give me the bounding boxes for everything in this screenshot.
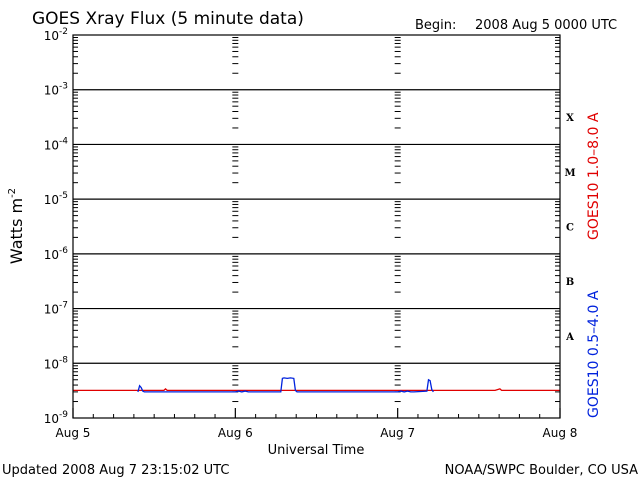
x-tick-label: Aug 6 — [218, 426, 253, 440]
y-axis-label-exponent: -2 — [7, 188, 18, 198]
y-tick-label: 10-8 — [44, 355, 69, 371]
y-tick-label: 10-4 — [44, 136, 69, 152]
series-short-channel-line — [137, 377, 434, 393]
y-axis-label: Watts m-2 — [7, 188, 26, 264]
x-tick-label: Aug 5 — [56, 426, 91, 440]
series-long-channel-line — [73, 388, 560, 392]
flare-class-m: M — [564, 168, 575, 179]
legend-short-label: GOES10 0.5–4.0 A — [586, 290, 602, 418]
y-tick-label: 10-5 — [44, 191, 68, 207]
updated-value: 2008 Aug 7 23:15:02 UTC — [62, 463, 229, 478]
x-tick-label: Aug 7 — [380, 426, 415, 440]
x-tick-label: Aug 8 — [543, 426, 578, 440]
y-tick-label: 10-7 — [44, 301, 68, 317]
flare-class-b: B — [566, 277, 574, 288]
svg-text:Watts m-2: Watts m-2 — [7, 188, 26, 264]
legend-long-channel: GOES10 1.0–8.0 A — [586, 112, 602, 240]
flare-class-c: C — [566, 223, 574, 234]
legend-long-label: GOES10 1.0–8.0 A — [586, 112, 602, 240]
y-tick-label: 10-6 — [44, 246, 69, 262]
flare-class-x: X — [566, 113, 574, 124]
begin-value: 2008 Aug 5 0000 UTC — [475, 18, 617, 33]
plot-frame — [72, 34, 561, 419]
y-tick-label: 10-9 — [44, 410, 69, 426]
x-axis-label: Universal Time — [268, 443, 365, 458]
chart-title: GOES Xray Flux (5 minute data) — [32, 9, 304, 29]
updated-label: Updated — [2, 463, 57, 478]
grid-lines — [73, 89, 560, 364]
y-tick-label: 10-3 — [44, 82, 68, 98]
y-axis-label-base: Watts m — [7, 198, 26, 264]
y-tick-label: 10-2 — [44, 27, 68, 43]
credit-text: NOAA/SWPC Boulder, CO USA — [445, 463, 638, 478]
series-lines — [73, 377, 560, 393]
legend-short-channel: GOES10 0.5–4.0 A — [586, 290, 602, 418]
x-tick-labels: Aug 5 Aug 6 Aug 7 Aug 8 — [56, 426, 578, 440]
flare-class-labels: X M C B A — [564, 113, 575, 343]
begin-label: Begin: — [415, 18, 456, 33]
flare-class-a: A — [565, 332, 574, 343]
y-tick-labels: 10-2 10-3 10-4 10-5 10-6 10-7 10-8 10-9 — [44, 27, 69, 426]
